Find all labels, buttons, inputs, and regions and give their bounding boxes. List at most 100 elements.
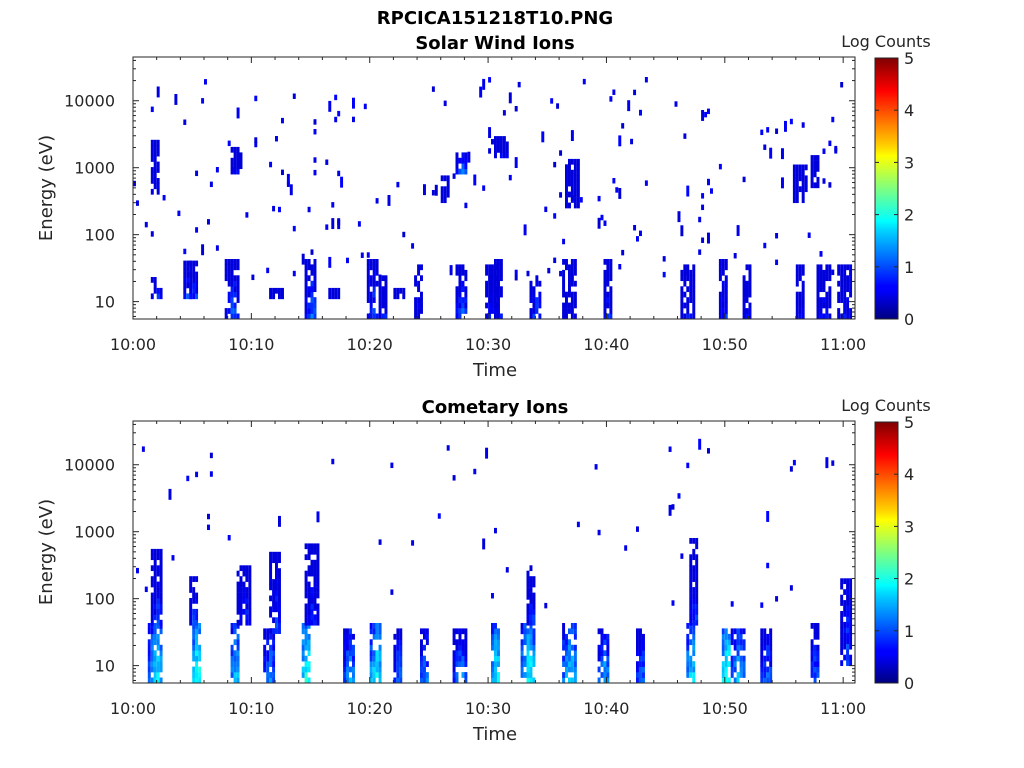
spectrogram-cell — [733, 644, 737, 651]
spectrogram-cell — [233, 259, 237, 265]
spectrogram-cell — [819, 269, 823, 276]
spectrogram-cell — [491, 639, 494, 646]
spectrogram-cell — [423, 672, 426, 678]
spectrogram-cell — [369, 677, 373, 683]
spectrogram-cell — [742, 661, 746, 667]
spectrogram-cell — [458, 297, 462, 303]
spectrogram-cell — [846, 578, 850, 585]
spectrogram-cell — [606, 291, 610, 298]
spectrogram-cell — [316, 619, 320, 626]
spectrogram-cell — [458, 313, 462, 319]
spectrogram-cell — [150, 277, 154, 283]
spectrogram-cell — [150, 603, 154, 610]
spectrogram-cell — [763, 633, 767, 640]
spectrogram-cell — [573, 180, 577, 187]
x-tick-label: 10:50 — [702, 335, 748, 354]
spectrogram-cell — [686, 650, 690, 657]
spectrogram-cell — [849, 638, 853, 645]
spectrogram-cell — [275, 584, 278, 591]
spectrogram-cell — [718, 313, 722, 319]
spectrogram-cell — [245, 570, 249, 577]
spectrogram-cell — [494, 136, 497, 142]
spectrogram-cell — [313, 581, 317, 588]
noise-cell — [517, 81, 521, 88]
noise-cell — [390, 589, 394, 595]
spectrogram-cell — [488, 297, 492, 303]
spectrogram-cell — [742, 666, 746, 673]
spectrogram-cell — [369, 259, 373, 265]
spectrogram-cell — [816, 633, 820, 640]
spectrogram-cell — [680, 269, 684, 276]
spectrogram-cell — [396, 293, 400, 300]
spectrogram-cell — [568, 639, 571, 646]
noise-cell — [612, 178, 616, 184]
spectrogram-cell — [520, 628, 524, 635]
spectrogram-cell — [570, 308, 574, 314]
spectrogram-cell — [369, 666, 373, 673]
spectrogram-cell — [763, 628, 767, 635]
spectrogram-cell — [689, 628, 693, 635]
spectrogram-cell — [837, 291, 841, 298]
spectrogram-cell — [198, 644, 202, 651]
spectrogram-cell — [760, 666, 764, 673]
spectrogram-cell — [825, 269, 829, 276]
spectrogram-cell — [275, 557, 278, 564]
noise-cell — [615, 187, 619, 193]
spectrogram-cell — [849, 308, 853, 314]
spectrogram-cell — [301, 666, 305, 673]
spectrogram-cell — [230, 291, 234, 298]
spectrogram-cell — [695, 543, 699, 550]
spectrogram-cell — [562, 302, 566, 309]
spectrogram-cell — [497, 628, 500, 635]
spectrogram-cell — [189, 608, 193, 615]
noise-cell — [662, 271, 666, 278]
spectrogram-cell — [307, 650, 311, 657]
spectrogram-cell — [275, 590, 278, 596]
noise-cell — [452, 173, 456, 179]
spectrogram-cell — [636, 661, 639, 667]
noise-cell — [630, 138, 634, 145]
spectrogram-cell — [328, 293, 332, 300]
spectrogram-cell — [491, 286, 494, 293]
spectrogram-cell — [417, 264, 421, 271]
spectrogram-cell — [399, 639, 403, 646]
spectrogram-cell — [736, 672, 740, 678]
spectrogram-cell — [692, 598, 696, 604]
spectrogram-cell — [748, 275, 752, 282]
spectrogram-cell — [849, 621, 853, 628]
spectrogram-cell — [233, 157, 237, 164]
spectrogram-cell — [692, 570, 696, 577]
spectrogram-cell — [529, 313, 533, 319]
colorbar-tick-label: 1 — [904, 258, 914, 277]
noise-cell — [254, 141, 258, 148]
spectrogram-cell — [801, 175, 805, 182]
spectrogram-cell — [736, 639, 740, 646]
spectrogram-cell — [565, 175, 568, 182]
spectrogram-cell — [183, 282, 187, 289]
spectrogram-cell — [153, 178, 157, 184]
spectrogram-cell — [195, 628, 199, 635]
spectrogram-cell — [414, 313, 418, 319]
spectrogram-cell — [334, 287, 338, 294]
spectrogram-cell — [452, 677, 456, 683]
spectrogram-cell — [801, 164, 805, 171]
spectrogram-cell — [233, 275, 237, 282]
spectrogram-cell — [399, 287, 403, 294]
spectrogram-cell — [417, 313, 421, 319]
spectrogram-cell — [153, 145, 157, 151]
spectrogram-cell — [491, 291, 494, 298]
spectrogram-cell — [494, 655, 497, 662]
spectrogram-cell — [526, 666, 530, 673]
spectrogram-cell — [825, 264, 829, 271]
spectrogram-cell — [695, 570, 699, 577]
spectrogram-cell — [233, 152, 237, 159]
spectrogram-cell — [307, 581, 311, 588]
spectrogram-cell — [384, 302, 388, 309]
spectrogram-cell — [798, 291, 802, 298]
spectrogram-cell — [825, 291, 829, 298]
spectrogram-cell — [597, 666, 601, 673]
noise-cell — [227, 535, 231, 541]
colorbar — [874, 421, 899, 684]
spectrogram-cell — [420, 297, 423, 303]
